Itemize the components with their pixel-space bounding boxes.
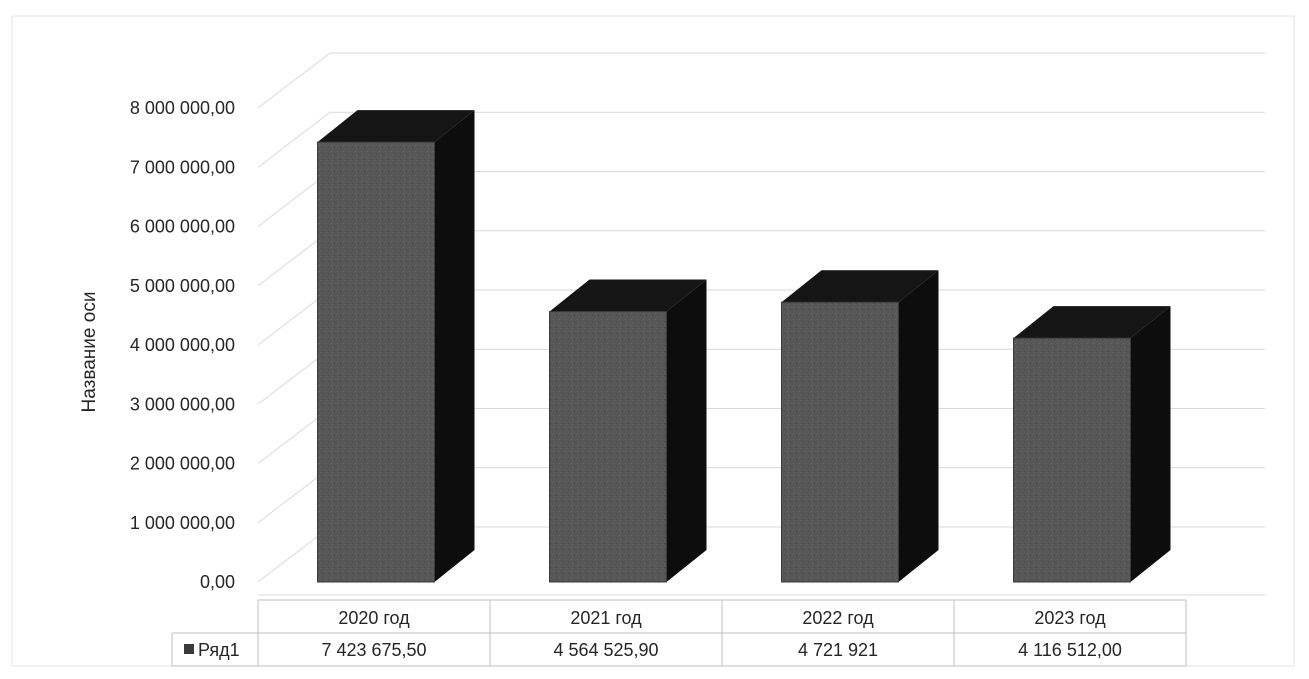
- x-tick-label: 2022 год: [802, 608, 874, 628]
- legend-swatch: [184, 644, 194, 654]
- data-table: 2020 год 2021 год 2022 год 2023 год Ряд1 7 42…: [171, 599, 1187, 667]
- bar-front: [549, 311, 667, 583]
- bar: [1013, 306, 1171, 583]
- bar-side: [898, 270, 939, 582]
- x-tick-label: 2020 год: [338, 608, 410, 628]
- y-tick-label: 5 000 000,00: [130, 276, 235, 296]
- y-tick-label: 2 000 000,00: [130, 454, 235, 474]
- y-tick-label: 7 000 000,00: [130, 157, 235, 177]
- bar: [549, 279, 707, 583]
- y-axis-label: Название оси: [79, 292, 100, 413]
- bar-front: [317, 141, 435, 583]
- bar-side: [434, 110, 475, 583]
- data-table-value: 4 116 512,00: [1018, 640, 1122, 660]
- y-tick-label: 3 000 000,00: [130, 394, 235, 414]
- bar-top: [1013, 306, 1171, 339]
- gridline-diagonal: [257, 52, 331, 109]
- bar-top: [549, 279, 707, 312]
- bars: [317, 110, 1171, 583]
- bar: [317, 110, 475, 583]
- bar: [781, 270, 939, 583]
- bar-front: [1013, 337, 1131, 583]
- bar-front: [781, 301, 899, 583]
- bar-side: [1130, 306, 1171, 582]
- x-tick-label: 2023 год: [1034, 608, 1106, 628]
- bar-top: [317, 110, 475, 143]
- gridline-diagonal: [257, 111, 331, 168]
- x-tick-label: 2021 год: [570, 608, 642, 628]
- bar-side: [666, 279, 707, 582]
- y-tick-label: 6 000 000,00: [130, 217, 235, 237]
- data-table-value: 7 423 675,50: [321, 640, 426, 660]
- y-tick-label: 1 000 000,00: [130, 513, 235, 533]
- data-table-value: 4 564 525,90: [553, 640, 658, 660]
- y-axis-ticks: 0,00 1 000 000,00 2 000 000,00 3 000 000,00…: [130, 98, 235, 592]
- y-tick-label: 0,00: [200, 572, 235, 592]
- legend-series-name: Ряд1: [198, 640, 240, 660]
- y-tick-label: 4 000 000,00: [130, 335, 235, 355]
- y-tick-label: 8 000 000,00: [130, 98, 235, 118]
- bar-top: [781, 270, 939, 303]
- data-table-value: 4 721 921: [798, 640, 878, 660]
